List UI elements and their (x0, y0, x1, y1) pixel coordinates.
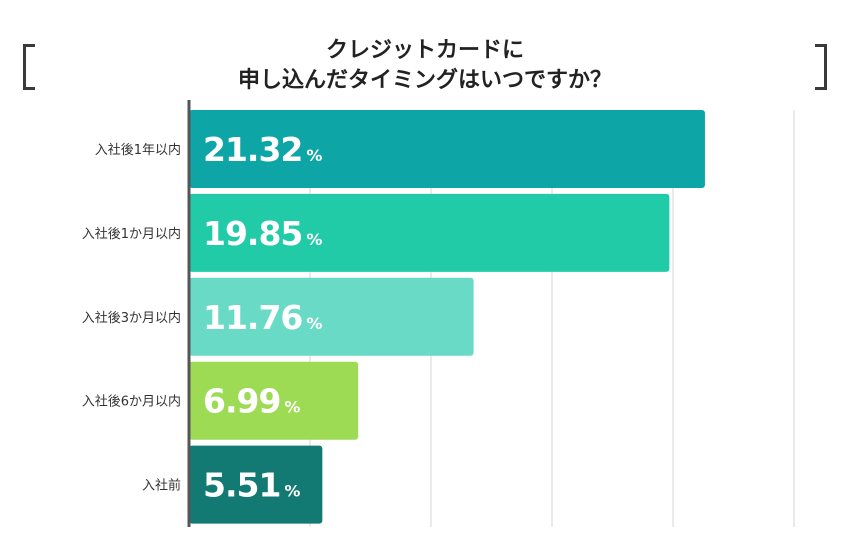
chart-title: クレジットカードに 申し込んだタイミングはいつですか？ (0, 36, 850, 96)
value-label: 19.85 (203, 214, 302, 253)
unit-label: % (306, 230, 322, 249)
value-label: 21.32 (203, 130, 302, 169)
bar (189, 361, 359, 440)
left-bracket-decoration (23, 44, 35, 90)
category-label: 入社後3か月以内 (82, 310, 181, 326)
bar (189, 193, 670, 272)
bar (189, 277, 474, 356)
value-label: 5.51 (203, 466, 280, 505)
unit-label: % (284, 398, 300, 417)
category-label: 入社後1か月以内 (82, 226, 181, 242)
value-label: 6.99 (203, 382, 280, 421)
category-label: 入社後1年以内 (95, 142, 181, 158)
category-label: 入社後6か月以内 (82, 394, 181, 410)
bar (189, 445, 323, 524)
chart-title-line-2: 申し込んだタイミングはいつですか？ (237, 68, 612, 93)
unit-label: % (306, 146, 322, 165)
bar (189, 110, 705, 188)
unit-label: % (284, 482, 300, 501)
category-label: 入社前 (142, 478, 181, 494)
unit-label: % (306, 314, 322, 333)
value-label: 11.76 (203, 298, 302, 337)
chart-title-line-1: クレジットカードに (325, 38, 524, 63)
right-bracket-decoration (815, 44, 827, 90)
